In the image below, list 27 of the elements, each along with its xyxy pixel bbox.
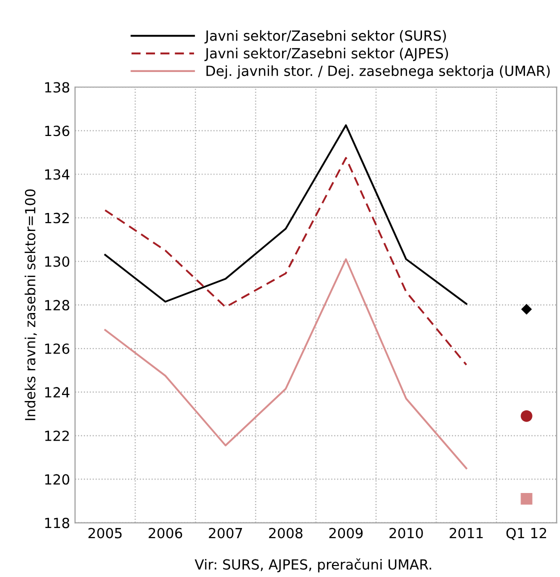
y-tick-label: 132 <box>45 212 69 224</box>
x-tick-label: 2010 <box>389 528 423 538</box>
x-tick-label: 2005 <box>88 528 122 538</box>
legend-label: Javni sektor/Zasebni sektor (AJPES) <box>204 48 448 62</box>
y-tick-label: 118 <box>45 518 70 528</box>
y-tick-label: 124 <box>45 387 70 398</box>
y-tick-label: 128 <box>45 300 70 310</box>
line-series <box>104 124 468 305</box>
y-tick-label: 126 <box>45 343 70 354</box>
y-tick-label: 136 <box>45 126 70 136</box>
x-tick-label: Q1 12 <box>506 528 546 540</box>
legend-label: Dej. javnih stor. / Dej. zasebnega sektorja (UMAR) <box>206 65 550 79</box>
x-tick-label: 2009 <box>329 528 363 538</box>
x-tick-label: 2007 <box>208 528 242 538</box>
x-tick-label: 2008 <box>269 528 302 538</box>
legend-label: Javni sektor/Zasebni sektor (SURS) <box>204 30 446 44</box>
y-tick-label: 138 <box>45 82 70 93</box>
line-series <box>104 258 468 470</box>
x-tick-label: 2011 <box>450 528 483 538</box>
text: Vir: SURS, AJPES, preračuni UMAR. <box>194 558 432 572</box>
y-axis-title: Indeks ravni, zasebni sektor=100 <box>24 189 37 420</box>
y-tick-label: 130 <box>45 256 70 267</box>
y-tick-label: 134 <box>45 169 70 180</box>
line-series <box>104 157 468 366</box>
y-tick-label: 120 <box>45 474 70 485</box>
x-tick-label: 2006 <box>148 528 182 538</box>
y-tick-label: 122 <box>45 430 69 441</box>
